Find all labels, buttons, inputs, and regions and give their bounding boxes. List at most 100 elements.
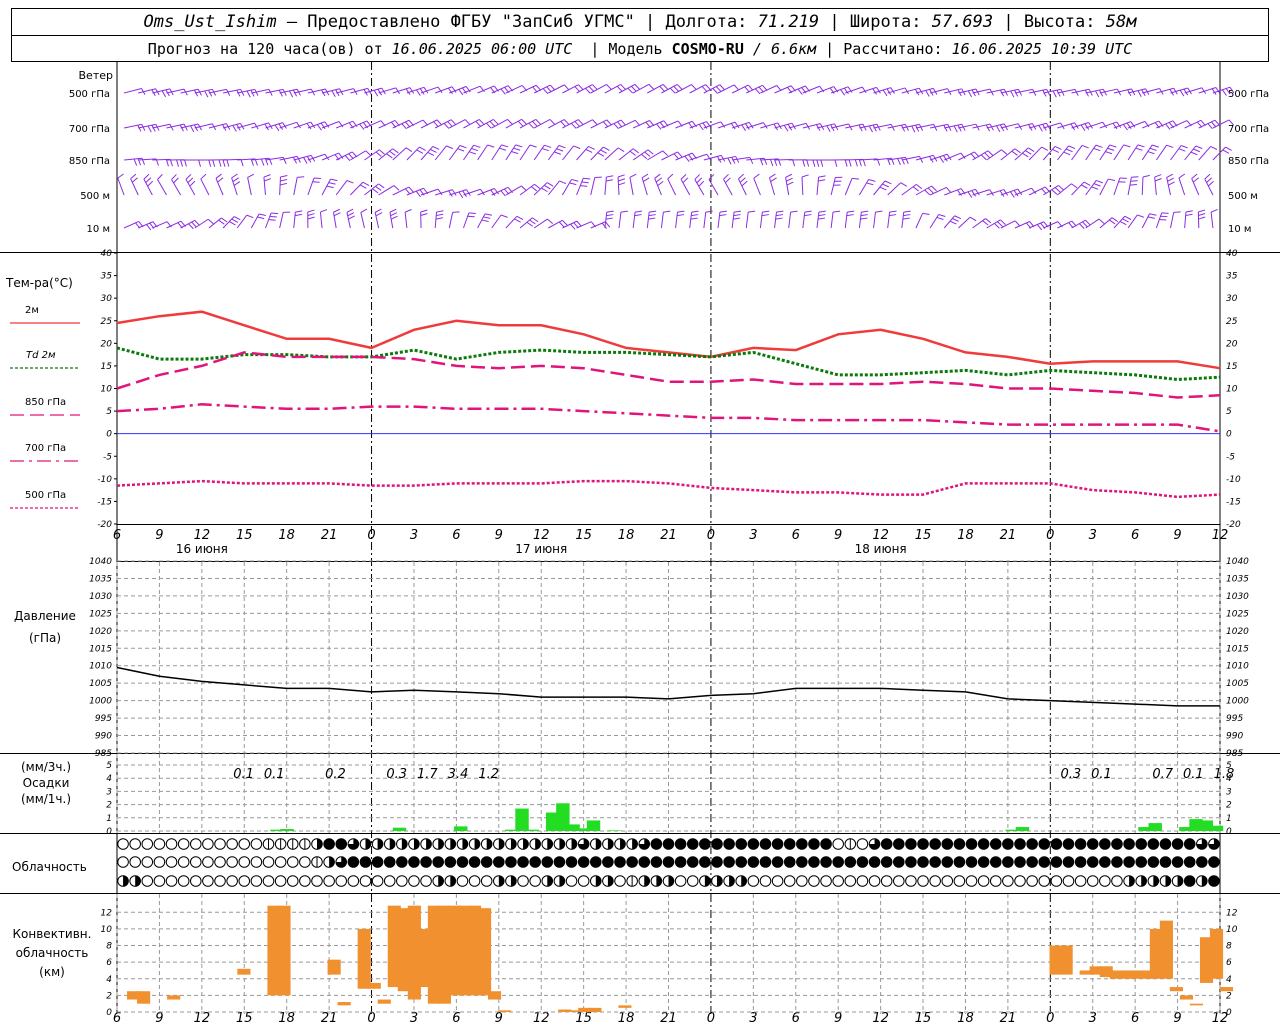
cloud-symbol <box>844 856 857 868</box>
wind-barb-flag <box>731 156 736 164</box>
wind-barb-flag <box>775 217 783 220</box>
wind-barb <box>1113 121 1136 131</box>
cloud-symbol <box>953 875 966 887</box>
wind-barb-flag <box>423 87 429 94</box>
cloud-symbol <box>1099 875 1111 887</box>
wind-barb-shaft <box>1212 146 1226 161</box>
wind-barb-flag <box>559 180 567 185</box>
cloud-circle <box>226 838 238 850</box>
wind-barb-flag <box>529 219 536 225</box>
wind-barb-flag <box>606 214 614 217</box>
cloud-half <box>1141 875 1147 887</box>
wind-barb-shaft <box>1028 122 1047 129</box>
wind-barb-shaft <box>604 177 607 196</box>
wind-barb-flag <box>514 218 521 223</box>
wind-barb <box>533 84 556 95</box>
wind-barb-flag <box>1098 218 1105 224</box>
wind-barb-flag <box>720 121 726 128</box>
wind-barb-flag <box>1078 223 1085 229</box>
time-tick-label: 9 <box>834 1011 842 1024</box>
cloud-symbol <box>177 838 190 850</box>
wind-barb-flag <box>702 122 708 129</box>
wind-barb-flag <box>404 209 412 213</box>
wind-barb <box>1113 144 1131 161</box>
wind-barb <box>223 158 244 167</box>
computed-label: | Рассчитано: <box>825 39 943 58</box>
wind-barb-flag <box>1225 146 1232 151</box>
wind-barb <box>887 156 909 166</box>
wind-barb-flag <box>1096 179 1103 184</box>
wind-barb-flag <box>1088 122 1093 129</box>
wind-barb <box>434 145 453 161</box>
wind-barb-shaft <box>208 88 227 94</box>
wind-barb <box>785 173 794 196</box>
wind-barb <box>703 210 713 229</box>
cloud-circle <box>238 856 251 868</box>
wind-barb-flag <box>419 146 426 151</box>
wind-barb-flag <box>526 221 533 227</box>
wind-barb <box>675 210 685 229</box>
wind-barb <box>335 180 354 196</box>
pressure-tick-label-right: 1030 <box>1226 592 1249 602</box>
precip-3h-label: 1.2 <box>478 767 499 782</box>
cloud-full <box>941 856 953 868</box>
wind-barb-flag <box>1183 88 1189 96</box>
wind-barb-flag <box>792 159 796 167</box>
wind-barb <box>505 118 527 129</box>
wind-barb-shaft <box>265 122 283 129</box>
time-tick-label: 15 <box>575 528 592 543</box>
wind-barb-shaft <box>661 83 678 94</box>
cloud-circle <box>286 856 299 868</box>
wind-barb-flag <box>574 121 581 127</box>
wind-barb-shaft <box>533 84 551 94</box>
cloud-symbol <box>589 856 602 868</box>
wind-barb-shaft <box>647 83 664 94</box>
cloud-symbol <box>820 838 832 850</box>
wind-barb-flag <box>481 219 489 223</box>
wind-barb <box>660 210 671 229</box>
wind-barb <box>123 123 146 132</box>
time-tick-label: 12 <box>194 1011 211 1024</box>
wind-barb <box>958 188 980 198</box>
wind-barb <box>845 86 867 94</box>
cloud-symbol <box>517 875 529 887</box>
wind-barb-flag <box>698 124 704 131</box>
cloud-half <box>510 875 517 887</box>
cloud-full <box>772 838 783 850</box>
wind-barb <box>505 144 523 161</box>
wind-barb-shaft <box>350 120 368 129</box>
wind-barb-flag <box>490 189 496 196</box>
wind-barb-flag <box>448 190 453 197</box>
wind-barb-flag <box>405 147 413 152</box>
wind-barb-shaft <box>731 212 735 229</box>
wind-barb-shaft <box>618 83 636 94</box>
wind-barb-shaft <box>753 178 761 196</box>
wind-barb-shaft <box>986 189 1004 196</box>
wind-barb-flag <box>563 119 570 125</box>
wind-barb-flag <box>165 159 169 167</box>
wind-barb <box>1057 122 1079 131</box>
wind-barb-shaft <box>1028 88 1047 94</box>
wind-barb-shaft <box>929 214 940 229</box>
cloud-circle <box>965 875 978 887</box>
temp-tick-label: -10 <box>97 475 112 485</box>
wind-barb-flag <box>1222 149 1230 154</box>
wind-barb-flag <box>1198 212 1206 217</box>
wind-barb-flag <box>861 210 869 213</box>
wind-barb-flag <box>437 86 443 94</box>
wind-barb-shaft <box>731 84 749 94</box>
wind-barb-flag <box>884 180 892 185</box>
cloud-symbol <box>517 838 529 850</box>
wind-barb-shaft <box>222 88 241 94</box>
wind-barb-flag <box>657 180 664 187</box>
wind-barb <box>237 88 259 98</box>
wind-barb-shaft <box>1141 213 1151 229</box>
cloud-symbol <box>917 856 929 868</box>
wind-barb-shaft <box>604 83 621 94</box>
cloud-symbol <box>1014 875 1026 887</box>
wind-barb-shaft <box>1127 88 1146 94</box>
wind-barb <box>420 145 440 161</box>
cloud-symbol <box>420 856 432 868</box>
cloud-symbol <box>505 875 517 887</box>
cloud-symbol <box>650 875 663 887</box>
